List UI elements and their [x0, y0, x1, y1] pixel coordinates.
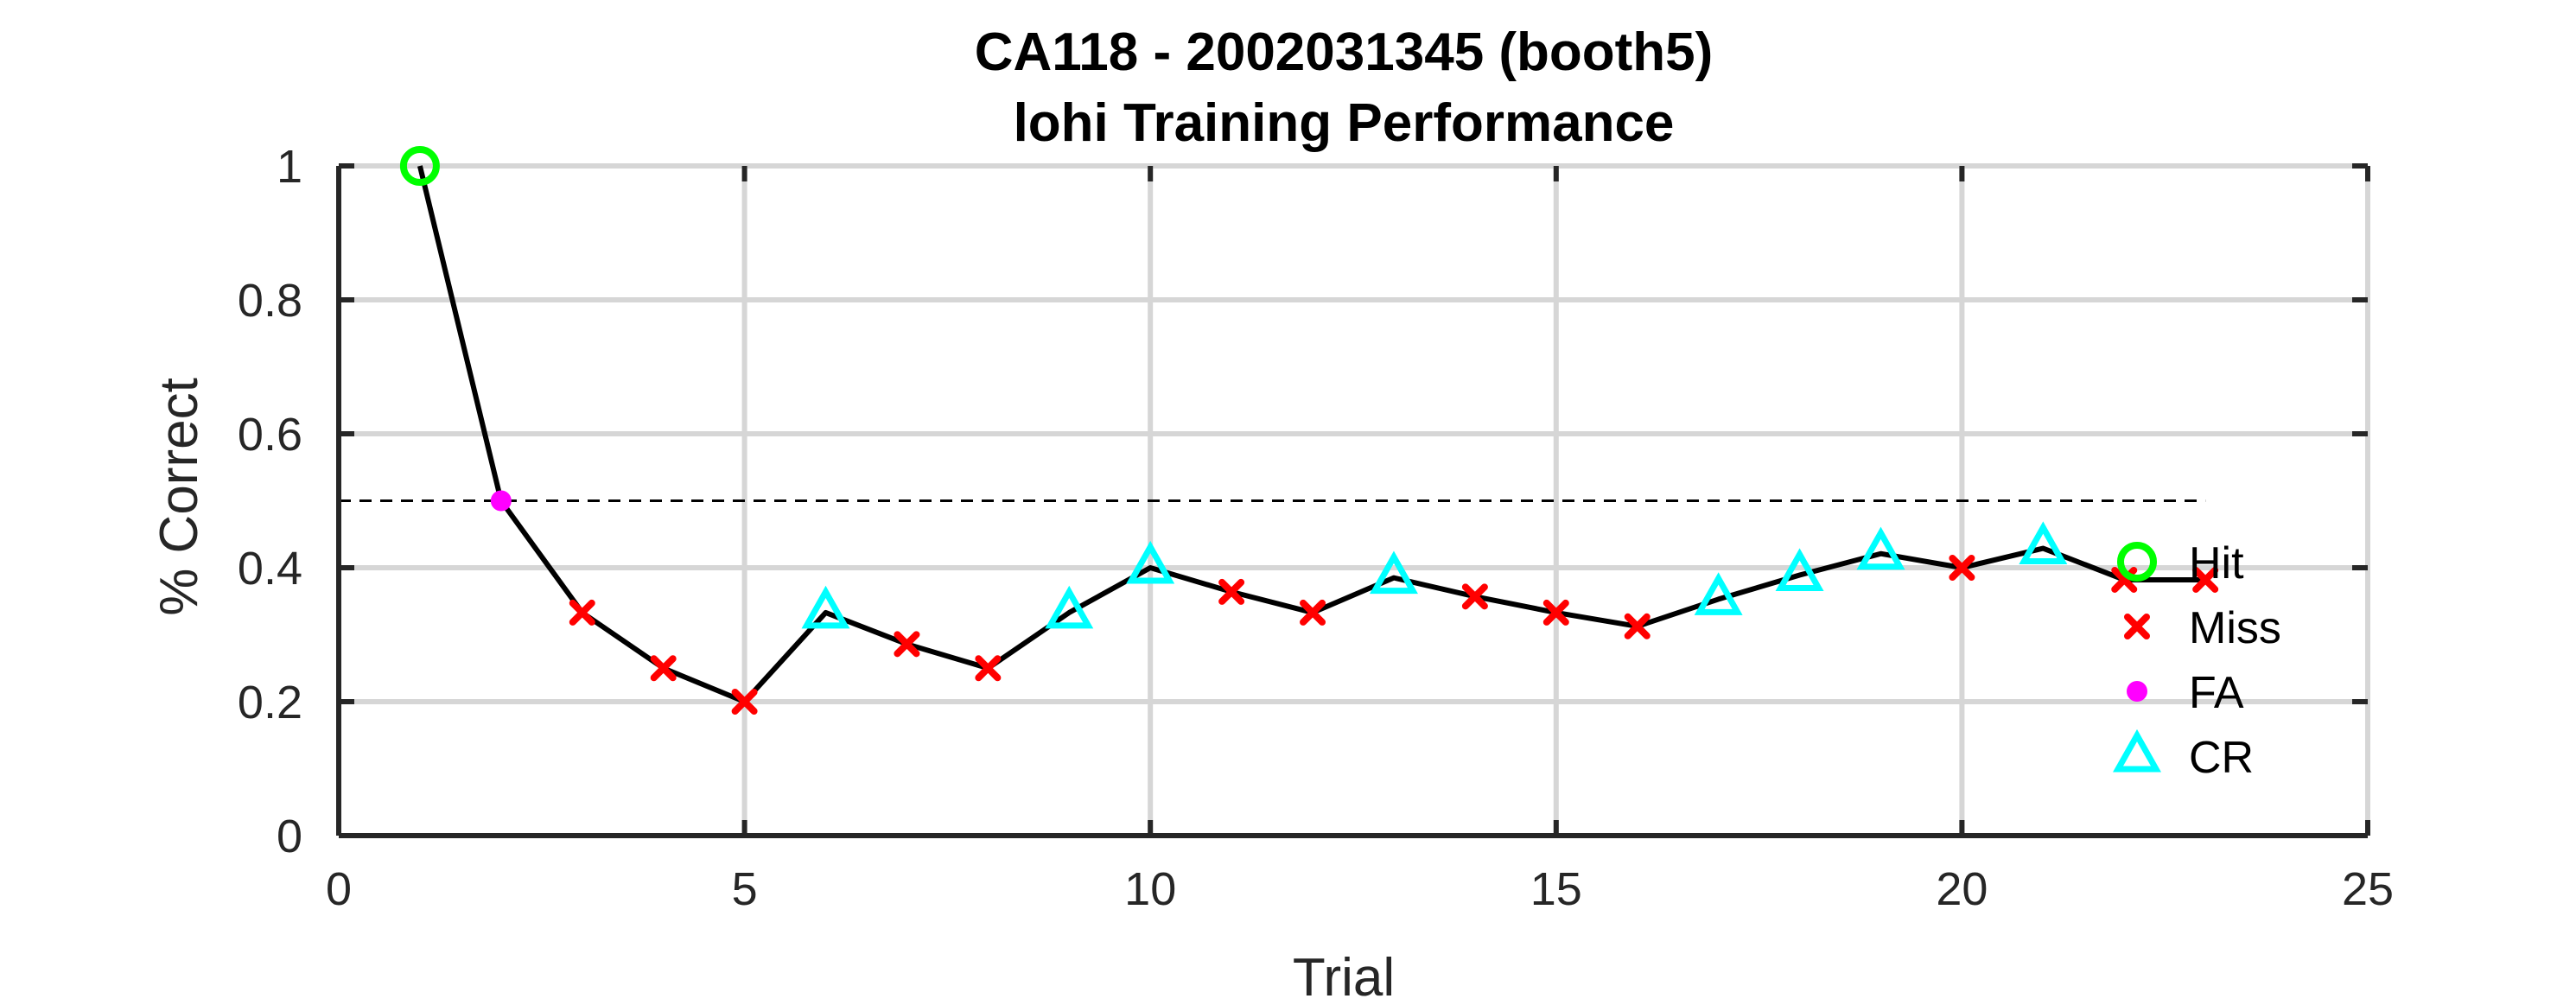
data-point-miss — [1949, 555, 1975, 581]
data-point-hit — [399, 146, 440, 186]
y-tick-label: 0 — [277, 811, 302, 862]
data-point-miss — [1542, 599, 1569, 626]
y-tick-label: 1 — [277, 141, 302, 193]
tick-labels: 0 5 10 15 20 25 0 0.2 0.4 0.6 0.8 1 — [238, 141, 2394, 915]
data-point-miss — [1300, 599, 1326, 626]
x-tick-label: 20 — [1936, 863, 1988, 915]
data-point-cr — [1775, 548, 1824, 592]
legend-label-hit: Hit — [2189, 538, 2244, 588]
legend-marker-hit — [2117, 542, 2157, 582]
data-point-cr — [1694, 572, 1743, 615]
data-point-cr — [1856, 526, 1905, 570]
data-point-miss — [2192, 566, 2219, 593]
data-point-fa — [490, 490, 512, 512]
data-point-cr — [1126, 540, 1175, 584]
y-tick-label: 0.6 — [238, 409, 302, 461]
data-point-miss — [894, 631, 920, 658]
legend-marker-fa — [2127, 681, 2147, 702]
x-tick-label: 25 — [2342, 863, 2394, 915]
x-tick-label: 0 — [326, 863, 352, 915]
x-tick-label: 5 — [732, 863, 758, 915]
data-point-cr — [1369, 550, 1418, 595]
y-tick-label: 0.2 — [238, 677, 302, 728]
data-point-miss — [1624, 613, 1651, 639]
legend-label-fa: FA — [2189, 668, 2244, 718]
chart-subtitle: lohi Training Performance — [1014, 93, 1675, 153]
y-tick-label: 0.4 — [238, 543, 302, 595]
data-point-cr — [2019, 521, 2068, 565]
data-point-miss — [975, 655, 1002, 682]
chart-title: CA118 - 2002031345 (booth5) — [975, 22, 1714, 82]
legend: Hit Miss FA CR — [2113, 538, 2281, 783]
data-point-miss — [650, 655, 677, 682]
x-tick-label: 15 — [1530, 863, 1582, 915]
marker-layer — [399, 146, 2219, 715]
x-tick-label: 10 — [1124, 863, 1176, 915]
x-axis-label: Trial — [1293, 948, 1395, 1005]
y-tick-label: 0.8 — [238, 275, 302, 327]
data-point-miss — [731, 689, 758, 715]
data-point-cr — [801, 585, 850, 629]
data-point-miss — [1218, 578, 1245, 605]
axes — [336, 163, 2370, 838]
legend-marker-cr — [2113, 728, 2161, 773]
legend-marker-miss — [2124, 614, 2150, 639]
y-axis-label: % Correct — [149, 378, 209, 616]
data-point-cr — [1045, 585, 1094, 629]
legend-label-cr: CR — [2189, 733, 2254, 783]
data-point-miss — [569, 599, 595, 626]
legend-label-miss: Miss — [2189, 603, 2281, 653]
data-point-miss — [1461, 583, 1488, 610]
